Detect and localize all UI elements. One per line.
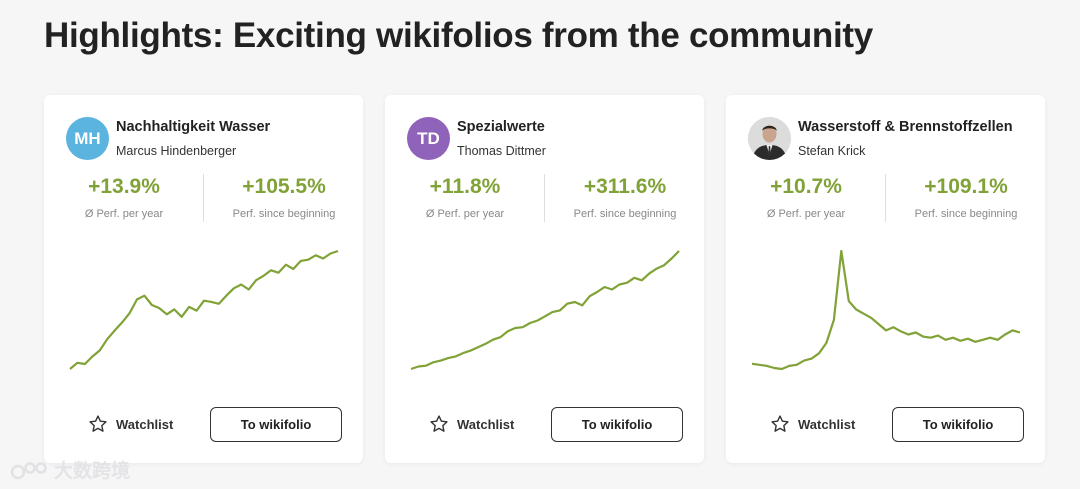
watchlist-button[interactable]: Watchlist	[88, 414, 173, 434]
perf-year-label: Ø Perf. per year	[766, 208, 846, 220]
page-title: Highlights: Exciting wikifolios from the…	[44, 16, 873, 55]
to-wikifolio-button[interactable]: To wikifolio	[892, 407, 1024, 442]
perf-year-stat: +10.7% Ø Perf. per year	[726, 175, 886, 220]
perf-year-value: +11.8%	[429, 175, 501, 198]
performance-chart	[410, 250, 680, 371]
performance-chart	[69, 249, 339, 370]
author-name: Thomas Dittmer	[457, 144, 546, 158]
wikifolio-name[interactable]: Spezialwerte	[457, 119, 545, 135]
wikifolio-card-0: MH Nachhaltigkeit Wasser Marcus Hindenbe…	[44, 95, 363, 463]
performance-line	[751, 249, 1021, 371]
star-icon	[430, 415, 448, 432]
performance-line	[410, 250, 680, 371]
avatar: TD	[407, 117, 450, 160]
to-wikifolio-button[interactable]: To wikifolio	[551, 407, 683, 442]
wikifolio-card-2: Wasserstoff & Brennstoffzellen Stefan Kr…	[726, 95, 1045, 463]
perf-year-label: Ø Perf. per year	[425, 208, 505, 220]
perf-total-stat: +109.1% Perf. since beginning	[886, 175, 1046, 220]
watchlist-label: Watchlist	[116, 416, 174, 432]
stat-divider	[203, 174, 204, 222]
wikifolio-name[interactable]: Nachhaltigkeit Wasser	[116, 119, 271, 135]
perf-total-value: +105.5%	[242, 175, 326, 198]
to-wikifolio-button[interactable]: To wikifolio	[210, 407, 342, 442]
author-name: Marcus Hindenberger	[116, 144, 237, 158]
perf-year-value: +10.7%	[770, 175, 842, 198]
wikifolio-card-1: TD Spezialwerte Thomas Dittmer +11.8% Ø …	[385, 95, 704, 463]
performance-line	[69, 249, 339, 370]
perf-total-label: Perf. since beginning	[573, 208, 677, 220]
avatar	[748, 117, 791, 160]
perf-total-stat: +105.5% Perf. since beginning	[204, 175, 364, 220]
perf-year-label: Ø Perf. per year	[84, 208, 164, 220]
watchlist-button[interactable]: Watchlist	[770, 414, 855, 434]
author-name: Stefan Krick	[798, 144, 866, 158]
perf-year-stat: +13.9% Ø Perf. per year	[44, 175, 204, 220]
perf-total-label: Perf. since beginning	[914, 208, 1018, 220]
watermark-logo-icon	[10, 461, 47, 479]
watermark-text: 大数跨境	[54, 461, 131, 482]
watchlist-label: Watchlist	[798, 416, 856, 432]
avatar: MH	[66, 117, 109, 160]
star-icon	[771, 415, 789, 432]
wikifolio-name[interactable]: Wasserstoff & Brennstoffzellen	[798, 119, 1013, 135]
performance-chart	[751, 249, 1021, 371]
perf-year-stat: +11.8% Ø Perf. per year	[385, 175, 545, 220]
watchlist-label: Watchlist	[457, 416, 515, 432]
perf-total-value: +311.6%	[583, 175, 667, 198]
watchlist-button[interactable]: Watchlist	[429, 414, 514, 434]
stat-divider	[885, 174, 886, 222]
author-photo	[748, 117, 791, 160]
perf-total-label: Perf. since beginning	[232, 208, 336, 220]
perf-total-value: +109.1%	[924, 175, 1008, 198]
star-icon	[89, 415, 107, 432]
watermark: 大数跨境	[10, 456, 130, 483]
perf-total-stat: +311.6% Perf. since beginning	[545, 175, 705, 220]
perf-year-value: +13.9%	[88, 175, 160, 198]
stat-divider	[544, 174, 545, 222]
